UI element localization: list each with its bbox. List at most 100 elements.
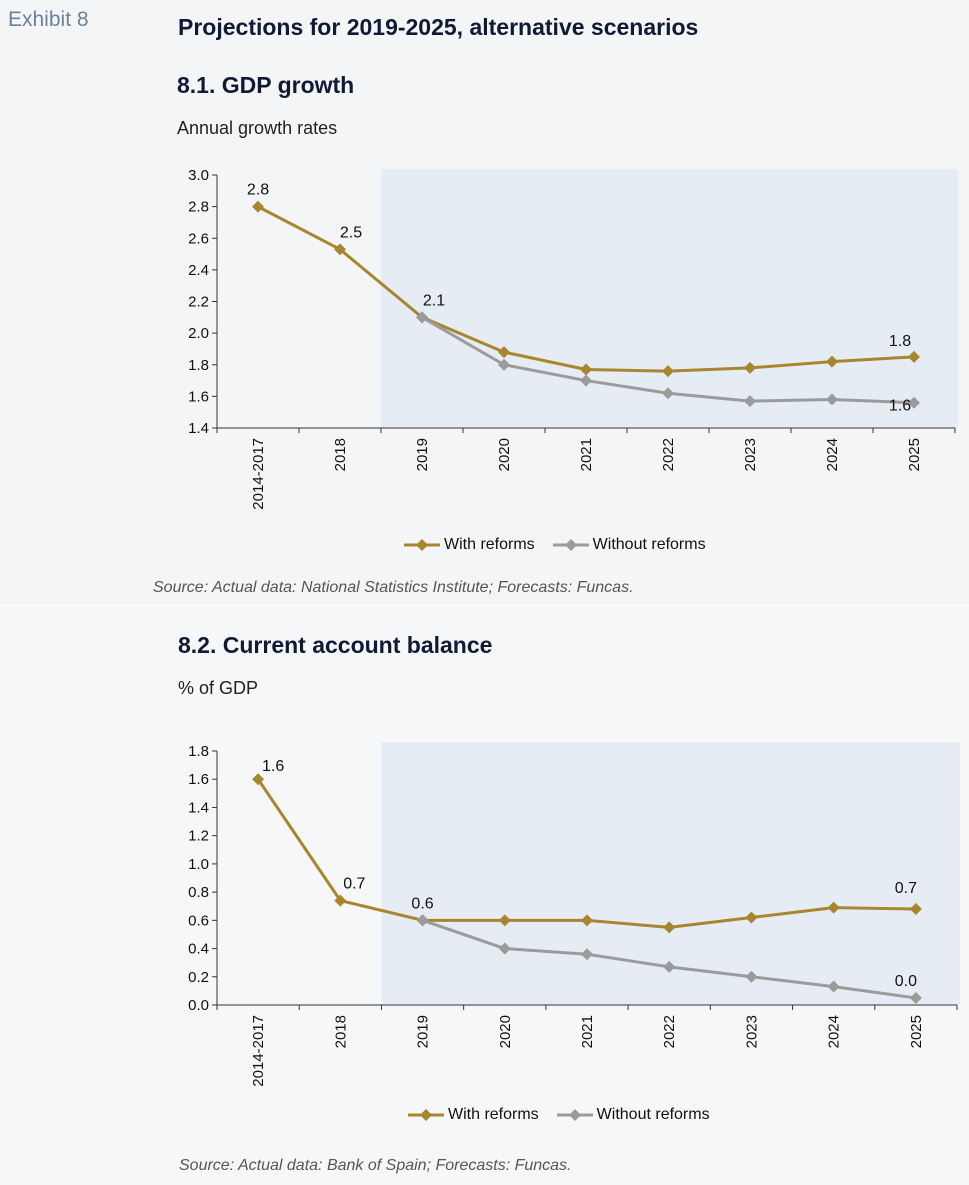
gdp-growth-chart: 3.0 2.8 2.6 2.4 2.2 2.0 1.8 1.6 1.4 2014-2017 2018…	[188, 167, 958, 510]
data-point-with-reforms	[663, 921, 676, 934]
legend-swatch	[552, 539, 589, 551]
forecast-shaded-region	[381, 169, 958, 428]
x-tick-label: 2022	[660, 438, 677, 471]
x-tick-label: 2025	[906, 438, 923, 471]
data-label: 0.0	[895, 973, 917, 990]
data-point-with-reforms	[826, 355, 838, 368]
y-tick-label: 2.6	[188, 230, 209, 247]
data-point-without-reforms	[827, 980, 840, 993]
x-tick-label: 2023	[742, 438, 759, 471]
data-label: 1.6	[889, 398, 911, 415]
data-point-with-reforms	[334, 894, 347, 907]
data-point-without-reforms	[580, 374, 592, 387]
data-point-with-reforms	[744, 361, 756, 374]
y-tick-label: 0.2	[188, 969, 209, 986]
data-point-without-reforms	[416, 311, 428, 324]
data-label: 2.5	[340, 224, 362, 241]
y-tick-label: 0.0	[188, 997, 209, 1014]
legend-item-with-reforms: With reforms	[404, 536, 535, 554]
data-point-with-reforms	[252, 200, 264, 213]
chart-subtitle-gdp: Annual growth rates	[177, 118, 338, 138]
x-tick-label: 2020	[496, 438, 513, 471]
data-point-without-reforms	[416, 914, 429, 927]
data-point-with-reforms	[827, 901, 840, 914]
legend-label: Without reforms	[596, 1106, 710, 1123]
exhibit-label: Exhibit 8	[8, 8, 89, 31]
data-point-without-reforms	[745, 970, 758, 983]
data-point-without-reforms	[663, 960, 676, 973]
y-tick-label: 2.8	[188, 199, 209, 216]
page-title: Projections for 2019-2025, alternative s…	[178, 14, 699, 40]
data-point-without-reforms	[908, 396, 920, 409]
data-point-with-reforms	[498, 346, 510, 359]
y-tick-label: 2.4	[188, 262, 209, 279]
chart-panel-current-account: 8.2. Current account balance % of GDP 1.…	[0, 606, 969, 1185]
data-label: 0.7	[343, 876, 365, 893]
data-point-with-reforms	[909, 903, 922, 916]
x-tick-label: 2021	[578, 438, 595, 471]
x-tick-label: 2019	[415, 1015, 432, 1048]
y-tick-label: 1.2	[188, 828, 209, 845]
data-point-with-reforms	[581, 914, 593, 927]
y-tick-label: 1.4	[188, 420, 209, 437]
data-point-with-reforms	[498, 914, 511, 927]
legend-item-without-reforms: Without reforms	[552, 536, 706, 554]
legend-item-without-reforms: Without reforms	[556, 1106, 710, 1124]
y-tick-label: 1.4	[188, 799, 209, 816]
chart-title-gdp: 8.1. GDP growth	[177, 72, 355, 98]
x-tick-label: 2025	[908, 1015, 925, 1048]
data-point-with-reforms	[252, 773, 265, 786]
y-tick-label: 3.0	[188, 167, 209, 184]
x-tick-label: 2014-2017	[250, 1015, 267, 1087]
data-point-without-reforms	[498, 358, 510, 371]
y-tick-label: 1.0	[188, 856, 209, 873]
x-tick-label: 2014-2017	[250, 438, 267, 510]
data-point-with-reforms	[745, 911, 758, 924]
legend-swatch	[556, 1109, 593, 1121]
data-point-without-reforms	[909, 991, 922, 1004]
chart-title-current-account: 8.2. Current account balance	[178, 632, 493, 658]
data-point-with-reforms	[334, 243, 346, 256]
x-tick-label: 2022	[661, 1015, 678, 1048]
chart-panel-gdp: Exhibit 8 Projections for 2019-2025, alt…	[0, 0, 969, 605]
data-point-with-reforms	[662, 365, 674, 378]
current-account-chart: 1.8 1.6 1.4 1.2 1.0 0.8 0.6 0.4 0.2 0.0 2014-2017 2…	[188, 742, 960, 1087]
data-label: 1.6	[262, 758, 284, 775]
y-tick-label: 2.0	[188, 325, 209, 342]
y-tick-label: 0.6	[188, 912, 209, 929]
legend-swatch	[408, 1109, 444, 1121]
data-point-with-reforms	[580, 363, 592, 376]
data-point-without-reforms	[581, 948, 593, 961]
legend-swatch	[404, 539, 440, 551]
x-tick-label: 2024	[826, 1015, 843, 1048]
y-tick-label: 0.8	[188, 884, 209, 901]
data-label: 2.8	[247, 182, 269, 199]
legend-item-with-reforms: With reforms	[408, 1106, 539, 1124]
gdp-chart-legend: With reforms Without reforms	[404, 536, 724, 554]
forecast-shaded-region	[381, 742, 960, 1005]
chart-subtitle-current-account: % of GDP	[178, 678, 259, 698]
legend-label: With reforms	[444, 536, 535, 553]
legend-label: Without reforms	[592, 536, 706, 553]
x-tick-label: 2018	[332, 438, 349, 471]
x-tick-label: 2019	[414, 438, 431, 471]
y-tick-label: 1.6	[188, 388, 209, 405]
x-tick-label: 2024	[824, 438, 841, 471]
y-tick-label: 1.6	[188, 771, 209, 788]
x-tick-label: 2023	[743, 1015, 760, 1048]
data-point-without-reforms	[826, 393, 838, 406]
source-note-current-account: Source: Actual data: Bank of Spain; Fore…	[179, 1157, 572, 1174]
y-tick-label: 1.8	[188, 743, 209, 760]
x-tick-label: 2021	[579, 1015, 596, 1048]
data-label: 1.8	[889, 333, 911, 350]
y-tick-label: 2.2	[188, 294, 209, 311]
y-tick-label: 1.8	[188, 357, 209, 374]
x-tick-label: 2020	[497, 1015, 514, 1048]
x-tick-label: 2018	[332, 1015, 349, 1048]
data-label: 2.1	[423, 292, 445, 309]
source-note-gdp: Source: Actual data: National Statistics…	[153, 579, 634, 596]
data-point-without-reforms	[662, 387, 674, 400]
data-point-with-reforms	[908, 350, 920, 363]
y-tick-label: 0.4	[188, 941, 209, 958]
data-point-without-reforms	[744, 395, 756, 408]
